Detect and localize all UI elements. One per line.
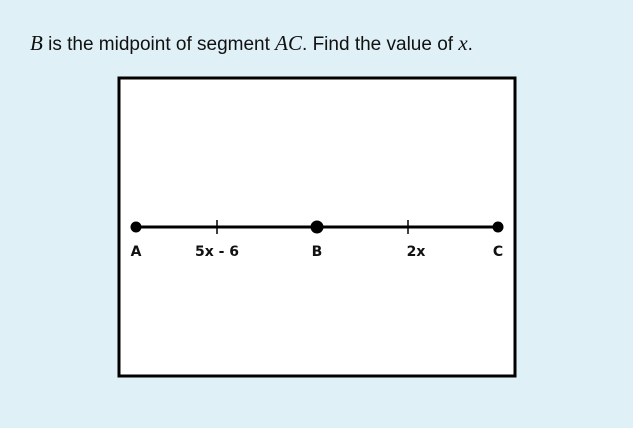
segment-label: 2x [407,244,426,260]
question-text: x [458,31,468,55]
point-label: A [131,244,142,260]
question-text: is the midpoint of segment [42,34,276,55]
point-label: C [493,244,503,260]
question-text: AC [275,31,303,55]
question-text: B [30,31,43,55]
point [310,220,324,234]
question: B is the midpoint of segment AC. Find th… [30,31,473,56]
point [492,221,504,233]
point-label: B [312,244,323,260]
segment-label: 5x - 6 [195,244,239,260]
question-text: . [467,34,473,55]
point [130,221,142,233]
question-text: . Find the value of [302,34,459,55]
